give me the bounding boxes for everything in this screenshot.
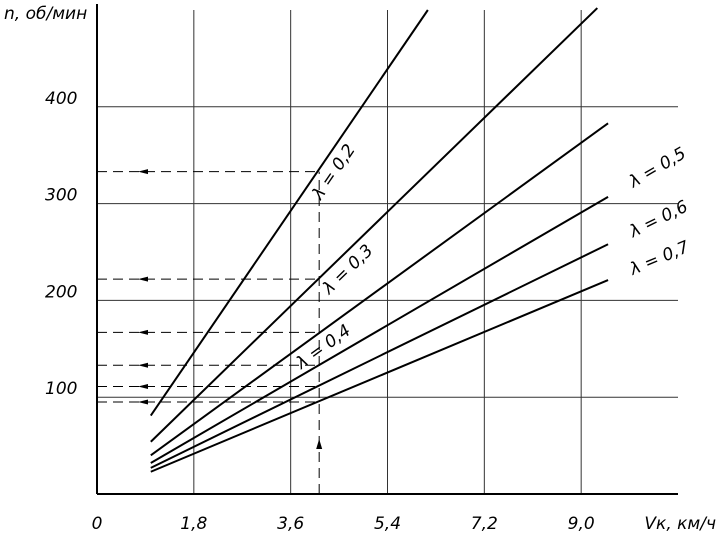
series-label: λ = 0,7 xyxy=(626,237,692,280)
reading-arrow xyxy=(138,276,148,282)
series-line xyxy=(150,195,609,464)
y-tick-label: 100 xyxy=(45,379,77,399)
x-tick-label: 5,4 xyxy=(374,514,401,534)
series-label: λ = 0,5 xyxy=(625,144,690,193)
series-line xyxy=(150,122,609,457)
y-tick-label: 400 xyxy=(45,89,77,109)
series-line xyxy=(150,279,609,473)
series-line xyxy=(149,9,429,417)
series-line xyxy=(150,243,609,469)
reading-arrow xyxy=(138,169,148,175)
series-label: λ = 0,2 xyxy=(308,141,360,204)
x-tick-label: 0 xyxy=(92,514,103,534)
y-tick-label: 300 xyxy=(45,186,77,206)
x-tick-label: 9,0 xyxy=(568,514,595,534)
reading-arrow xyxy=(138,384,148,390)
x-tick-label: 7,2 xyxy=(471,514,498,534)
reading-arrow xyxy=(138,399,148,405)
series-label: λ = 0,4 xyxy=(292,321,355,374)
x-axis-label: Vк, км/ч xyxy=(644,514,716,534)
reading-arrow xyxy=(316,439,323,449)
y-axis-label: n, об/мин xyxy=(4,4,87,24)
reading-arrow xyxy=(138,329,148,335)
x-tick-label: 3,6 xyxy=(277,514,304,534)
series-line xyxy=(150,7,599,443)
reading-arrow xyxy=(138,362,148,368)
y-tick-label: 200 xyxy=(45,282,77,302)
x-tick-label: 1,8 xyxy=(180,514,207,534)
